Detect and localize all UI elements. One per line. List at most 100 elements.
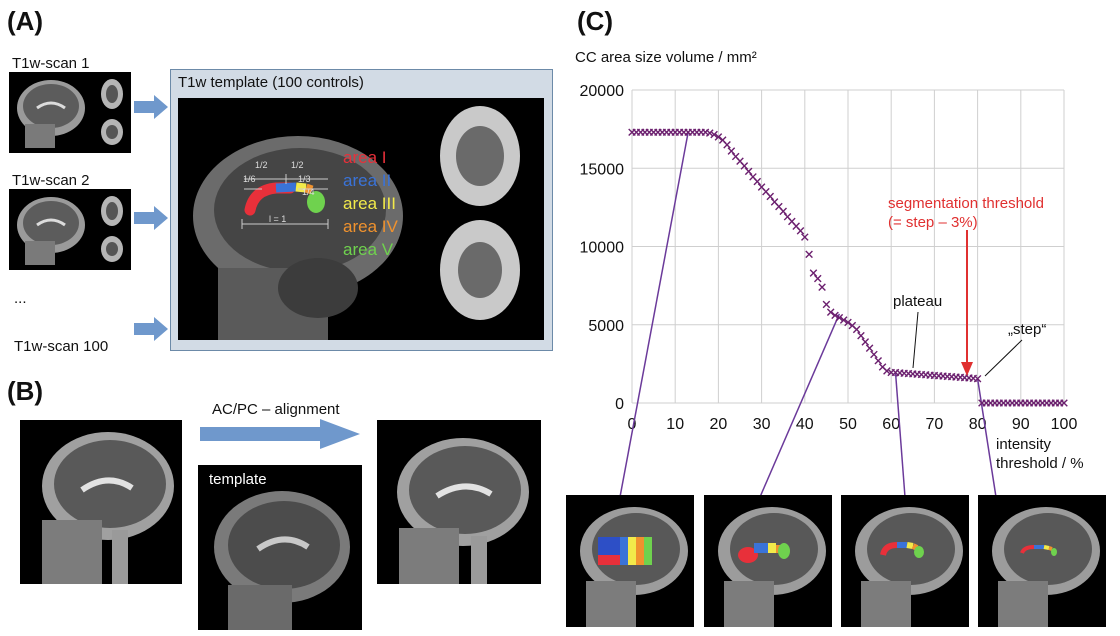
data-point (978, 399, 986, 407)
data-point (883, 367, 891, 375)
y-tick-label: 5000 (588, 318, 624, 335)
area-legend: area I area II area III area IV area V (343, 146, 398, 261)
scan-100-label: T1w-scan 100 (14, 338, 109, 355)
x-tick-label: 0 (628, 416, 637, 433)
data-point (762, 187, 770, 196)
x-tick-label: 10 (666, 416, 684, 433)
data-point (641, 128, 649, 137)
template-small-image (198, 465, 362, 630)
segmentation-threshold-note: (= step – 3%) (888, 214, 978, 231)
data-point (986, 399, 995, 407)
connector-line-3 (894, 372, 906, 498)
area-1-label: area I (343, 148, 387, 167)
data-point (982, 399, 991, 407)
data-point (826, 308, 835, 317)
data-point (965, 374, 973, 382)
data-point (818, 283, 826, 291)
x-axis-label-line-2: threshold / % (996, 455, 1084, 472)
scan-ellipsis: ... (14, 290, 27, 307)
x-tick-label: 100 (1051, 416, 1078, 433)
step-pointer (984, 339, 1023, 377)
data-point (675, 128, 684, 137)
data-point (1012, 399, 1021, 407)
data-point (1034, 399, 1042, 407)
template-small-label: template (209, 471, 267, 488)
data-point (1017, 399, 1025, 407)
alignment-label: AC/PC – alignment (212, 401, 340, 418)
data-point (1021, 399, 1029, 407)
fraction-sixth: 1/6 (243, 174, 256, 184)
data-point (943, 372, 952, 381)
data-point (874, 356, 883, 365)
data-point (934, 371, 943, 380)
x-tick-label: 30 (753, 416, 771, 433)
data-point (645, 128, 654, 137)
segmentation-thumb-1 (566, 495, 694, 627)
alignment-arrow (200, 419, 360, 449)
data-point (796, 227, 805, 235)
data-point (857, 331, 865, 340)
connector-line-4 (976, 378, 997, 498)
data-point (775, 202, 783, 211)
data-point (805, 250, 813, 259)
panel-a-label: (A) (7, 6, 44, 36)
data-point (904, 369, 913, 378)
data-point (658, 128, 667, 137)
data-point (999, 399, 1008, 407)
data-point (662, 128, 671, 137)
data-point (973, 374, 982, 383)
data-point (671, 128, 679, 137)
y-axis-label: CC area size volume / mm² (575, 49, 757, 66)
plateau-label: plateau (893, 293, 942, 310)
panel-c-label: (C) (577, 6, 614, 36)
data-point (1008, 399, 1016, 407)
fraction-length: l = 1 (269, 214, 287, 224)
aligned-scan-image (377, 420, 541, 584)
data-point (947, 372, 956, 381)
scan-2-arrow (134, 206, 168, 230)
original-scan-image (20, 420, 182, 584)
data-point (714, 133, 723, 141)
data-point (878, 363, 887, 371)
panel-b-label: (B) (7, 376, 44, 406)
data-point (688, 128, 697, 137)
data-point (813, 274, 822, 283)
data-point (744, 167, 753, 176)
data-point (939, 372, 947, 380)
data-point (649, 128, 658, 137)
y-tick-label: 10000 (580, 240, 625, 257)
data-point (852, 325, 861, 334)
data-point (991, 399, 999, 407)
data-point (887, 368, 895, 377)
data-point (909, 370, 917, 378)
data-point (749, 173, 757, 181)
area-4-label: area IV (343, 217, 398, 236)
data-point (801, 233, 809, 241)
data-point (701, 128, 710, 137)
data-point (926, 371, 934, 379)
x-tick-label: 20 (710, 416, 728, 433)
data-point (1042, 399, 1051, 407)
data-point (844, 318, 852, 327)
template-image (178, 98, 544, 340)
scan-100-arrow (134, 317, 168, 341)
data-point (956, 373, 965, 382)
data-point (952, 373, 960, 381)
data-point (960, 373, 969, 382)
x-tick-label: 80 (969, 416, 987, 433)
scan-1-arrow (134, 95, 168, 119)
fraction-quarter: 1/4 (302, 187, 315, 197)
data-point (848, 321, 857, 330)
segmentation-arrow-head (961, 362, 973, 376)
segmentation-thumb-4 (978, 495, 1106, 627)
area-2-label: area II (343, 171, 392, 190)
data-point (913, 370, 921, 378)
data-point (770, 198, 779, 206)
data-point (757, 183, 766, 191)
data-point (930, 371, 939, 380)
data-point (1055, 399, 1064, 407)
fraction-half-b: 1/2 (291, 160, 304, 170)
data-point (632, 128, 641, 137)
data-point (1038, 399, 1047, 407)
data-point (753, 177, 762, 186)
